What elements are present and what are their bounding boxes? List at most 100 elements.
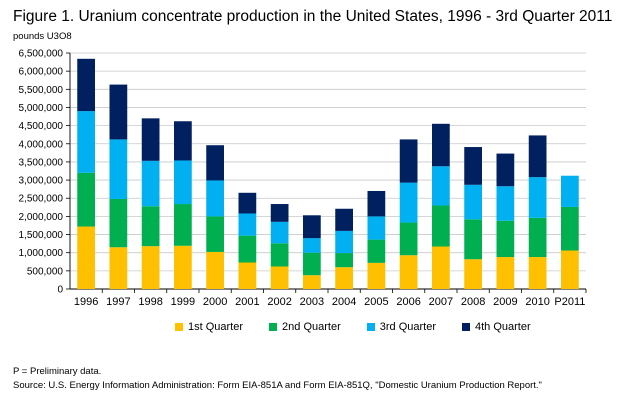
y-tick-label: 4,000,000 xyxy=(19,139,64,150)
x-tick-label: 2002 xyxy=(267,296,291,308)
y-tick-label: 4,500,000 xyxy=(19,121,64,132)
bar-2004-q2 xyxy=(335,253,353,268)
legend-item-q1: 1st Quarter xyxy=(175,321,243,333)
bar-P2011-q1 xyxy=(561,250,579,289)
legend-swatch-q3 xyxy=(366,323,375,331)
bar-2004-q3 xyxy=(335,230,353,254)
y-tick-label: 1,500,000 xyxy=(19,230,64,241)
bar-2001-q1 xyxy=(238,262,257,289)
y-tick-label: 3,500,000 xyxy=(19,157,64,168)
x-tick-label: 2007 xyxy=(429,296,453,308)
bar-2005-q1 xyxy=(367,262,386,289)
y-tick-label: 5,500,000 xyxy=(19,85,64,96)
y-tick-label: 2,000,000 xyxy=(19,212,64,223)
bar-2003-q3 xyxy=(303,238,321,253)
bar-2002-q2 xyxy=(270,243,289,267)
bar-2000-q3 xyxy=(206,180,224,217)
legend-item-q3: 3rd Quarter xyxy=(366,321,436,333)
bar-P2011-q3 xyxy=(561,175,579,207)
bar-2003-q2 xyxy=(303,252,321,276)
bar-2009-q3 xyxy=(496,186,515,221)
x-tick-label: 1996 xyxy=(74,296,98,308)
bar-1998-q4 xyxy=(141,118,160,161)
x-tick-label: 2004 xyxy=(332,296,356,308)
legend-label-q4: 4th Quarter xyxy=(474,321,531,333)
bar-2003-q1 xyxy=(303,275,321,289)
bar-1998-q1 xyxy=(141,246,160,289)
bar-1996-q1 xyxy=(77,226,95,289)
y-axis-unit-label: pounds U3O8 xyxy=(13,31,72,42)
bar-2005-q2 xyxy=(367,239,386,263)
bar-1996-q3 xyxy=(77,111,95,173)
bar-2006-q3 xyxy=(399,182,418,223)
bar-2009-q2 xyxy=(496,220,515,258)
legend-label-q3: 3rd Quarter xyxy=(379,321,436,333)
y-tick-label: 6,500,000 xyxy=(19,49,64,60)
legend-item-q4: 4th Quarter xyxy=(461,321,531,333)
chart-title: Figure 1. Uranium concentrate production… xyxy=(13,8,613,25)
x-tick-label: 1997 xyxy=(106,296,130,308)
x-tick-label: 1998 xyxy=(138,296,162,308)
bar-1999-q1 xyxy=(174,245,192,289)
x-tick-label: P2011 xyxy=(554,296,585,308)
bar-2010-q2 xyxy=(528,217,547,258)
y-tick-label: 0 xyxy=(57,285,63,296)
bar-2007-q2 xyxy=(432,205,450,247)
bar-2001-q4 xyxy=(238,192,257,214)
y-tick-label: 2,500,000 xyxy=(19,194,64,205)
bar-1997-q4 xyxy=(109,84,128,140)
bar-2001-q3 xyxy=(238,213,257,236)
bar-2010-q4 xyxy=(528,135,547,178)
bar-2009-q1 xyxy=(496,257,515,289)
bar-1997-q2 xyxy=(109,198,128,248)
bar-2008-q1 xyxy=(464,259,482,289)
bar-2004-q1 xyxy=(335,267,353,289)
bar-2006-q1 xyxy=(399,255,418,289)
x-tick-label: 2008 xyxy=(461,296,485,308)
bar-2007-q3 xyxy=(432,166,450,206)
legend-label-q1: 1st Quarter xyxy=(188,321,244,333)
bar-2000-q4 xyxy=(206,145,224,181)
bar-2004-q4 xyxy=(335,208,353,231)
legend-item-q2: 2nd Quarter xyxy=(269,321,341,333)
bar-1996-q2 xyxy=(77,172,95,227)
y-tick-label: 6,000,000 xyxy=(19,67,64,78)
bar-2010-q3 xyxy=(528,177,547,218)
bar-2002-q4 xyxy=(270,204,289,222)
legend-swatch-q2 xyxy=(269,323,278,331)
bar-2002-q3 xyxy=(270,221,289,244)
x-tick-label: 2010 xyxy=(525,296,549,308)
bar-1996-q4 xyxy=(77,58,95,112)
bar-2007-q1 xyxy=(432,246,450,289)
bar-2002-q1 xyxy=(270,266,289,289)
bar-2010-q1 xyxy=(528,257,547,289)
legend-swatch-q1 xyxy=(175,323,183,331)
bar-2005-q4 xyxy=(367,190,386,217)
bar-P2011-q2 xyxy=(561,206,579,251)
x-tick-label: 2009 xyxy=(493,296,517,308)
source-note: Source: U.S. Energy Information Administ… xyxy=(13,380,542,391)
y-tick-label: 500,000 xyxy=(27,266,64,277)
bar-1997-q3 xyxy=(109,139,128,199)
bar-2001-q2 xyxy=(238,235,257,263)
x-tick-label: 1999 xyxy=(171,296,195,308)
bar-1999-q2 xyxy=(174,204,192,246)
bar-1999-q3 xyxy=(174,160,192,205)
y-tick-label: 3,000,000 xyxy=(19,176,64,187)
bar-2006-q4 xyxy=(399,139,418,183)
bar-1999-q4 xyxy=(174,121,192,161)
x-tick-label: 2001 xyxy=(235,296,259,308)
chart-legend: 1st Quarter 2nd Quarter 3rd Quarter 4th … xyxy=(175,321,557,333)
bar-2009-q4 xyxy=(496,153,515,187)
x-tick-label: 2005 xyxy=(364,296,388,308)
footnote: P = Preliminary data. xyxy=(13,366,102,377)
bar-2005-q3 xyxy=(367,216,386,240)
bar-1997-q1 xyxy=(109,247,128,289)
bar-2006-q2 xyxy=(399,222,418,256)
y-tick-label: 5,000,000 xyxy=(19,103,64,114)
legend-label-q2: 2nd Quarter xyxy=(282,321,341,333)
x-tick-label: 2006 xyxy=(396,296,420,308)
bar-2008-q4 xyxy=(464,147,482,185)
bar-2008-q2 xyxy=(464,219,482,260)
